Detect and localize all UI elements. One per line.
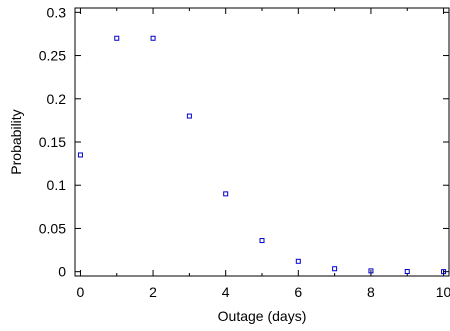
x-tick-label: 4 [222,284,230,300]
y-tick-label: 0.25 [39,48,66,64]
x-ticks: 0 2 4 6 8 10 [77,8,450,300]
data-point [223,191,229,197]
data-point [186,113,192,119]
x-tick-label: 8 [367,284,375,300]
y-tick-label: 0.3 [47,4,67,20]
data-point [441,269,447,275]
y-tick-label: 0 [58,264,66,280]
y-ticks: 0 0.05 0.1 0.15 0.2 0.25 0.3 [39,4,449,280]
data-point [150,35,156,41]
x-tick-label: 6 [294,284,302,300]
y-axis-title: Probability [8,109,24,174]
y-tick-label: 0.05 [39,220,66,236]
data-point [404,269,410,275]
data-point [332,266,338,272]
data-point [259,238,265,244]
y-tick-label: 0.1 [47,177,67,193]
x-tick-label: 2 [149,284,157,300]
data-points [77,35,447,275]
data-point [368,268,374,274]
data-point [77,152,83,158]
y-tick-label: 0.2 [47,91,67,107]
data-point [114,35,120,41]
data-point [295,258,301,264]
y-tick-label: 0.15 [39,134,66,150]
x-tick-label: 0 [77,284,85,300]
x-axis-title: Outage (days) [218,308,307,324]
x-tick-label: 10 [436,284,450,300]
plot-frame [74,7,450,277]
